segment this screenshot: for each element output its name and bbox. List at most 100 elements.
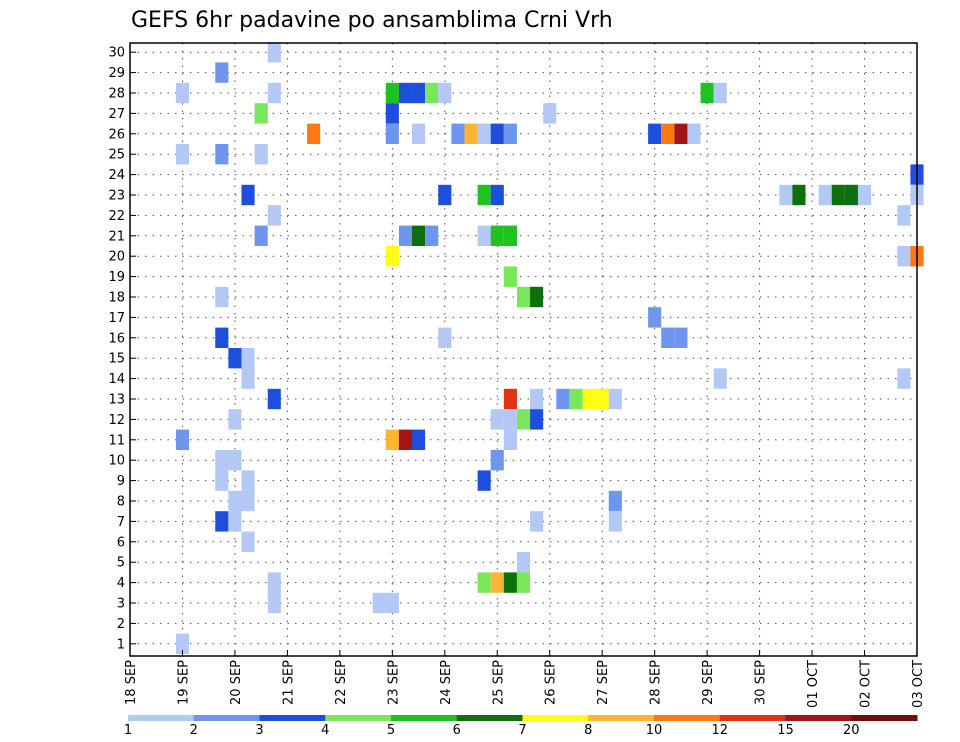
colorbar-label: 4 [321,723,329,738]
heatmap-cell [267,205,281,226]
colorbar-label: 12 [711,723,728,738]
heatmap-cell [267,388,281,410]
heatmap-cell [582,388,596,410]
heatmap-cell [215,327,229,348]
heatmap-cell [254,225,268,246]
y-tick-label: 5 [117,556,125,571]
heatmap-cell [530,286,544,308]
heatmap-cell [530,511,544,532]
heatmap-cell [241,490,255,512]
heatmap-cell [897,205,911,226]
heatmap-cell [307,123,321,144]
x-tick-label: 18 SEP [124,660,139,705]
x-tick-label: 20 SEP [229,660,244,705]
colorbar-label: 20 [843,723,860,738]
colorbar-segment [785,715,852,721]
grid-layer [130,43,917,656]
heatmap-cell [818,184,832,206]
heatmap-cell [175,633,190,654]
heatmap-cell [254,144,268,165]
heatmap-cell [215,470,229,491]
heatmap-cell [490,225,504,246]
heatmap-cells [175,42,924,654]
colorbar-segment [128,715,195,721]
y-tick-label: 1 [117,637,125,652]
heatmap-cell [543,103,557,124]
x-tick-label: 27 SEP [596,660,611,705]
heatmap-cell [385,429,399,450]
heatmap-cell [490,184,504,206]
heatmap-cell [398,429,413,450]
heatmap-cell [228,348,242,369]
heatmap-cell [569,388,583,410]
y-tick-label: 9 [117,474,125,489]
y-tick-label: 11 [108,433,125,448]
y-tick-label: 28 [108,87,125,102]
heatmap-cell [241,470,255,491]
heatmap-cell [215,62,229,83]
y-tick-label: 21 [108,229,125,244]
colorbar-label: 5 [387,723,395,738]
x-tick-label: 02 OCT [859,660,874,708]
x-tick-label: 22 SEP [334,660,349,705]
heatmap-cell [608,388,622,410]
colorbar-segment [719,715,786,721]
heatmap-cell [608,511,622,532]
plot-frame [129,42,918,657]
heatmap-cell [215,286,229,308]
heatmap-cell [438,327,452,348]
y-tick-label: 29 [108,66,125,81]
y-tick-label: 24 [108,168,125,183]
y-tick-label: 17 [108,311,125,326]
heatmap-cell [385,123,399,144]
heatmap-cell [412,123,426,144]
heatmap-cell [215,511,229,532]
heatmap-cell [267,592,281,614]
y-tick-label: 30 [108,46,125,61]
y-tick-label: 10 [108,454,125,469]
heatmap-cell [241,368,255,389]
axis-ticks: 1234567891011121314151617181920212223242… [108,46,926,708]
heatmap-cell [175,429,190,450]
x-tick-label: 28 SEP [649,660,664,705]
heatmap-cell [412,225,426,246]
heatmap-cell [674,123,688,144]
y-tick-label: 2 [117,617,125,632]
x-tick-label: 25 SEP [491,660,506,705]
colorbar-label: 6 [453,723,461,738]
y-tick-label: 12 [108,413,125,428]
heatmap-cell [648,123,662,144]
colorbar-label: 2 [190,723,198,738]
y-tick-label: 22 [108,209,125,224]
heatmap-cell [385,103,399,124]
y-tick-label: 27 [108,107,125,122]
heatmap-cell [267,82,281,104]
heatmap-cell [464,123,478,144]
heatmap-cell [661,327,675,348]
heatmap-cell [595,388,609,410]
heatmap-cell [516,552,531,573]
heatmap-cell [897,246,911,267]
colorbar-segment [391,715,458,721]
colorbar-segment [522,715,589,721]
colorbar-segment [588,715,655,721]
heatmap-cell [451,123,465,144]
heatmap-cell [490,123,504,144]
heatmap-cell [503,225,517,246]
y-tick-label: 6 [117,535,125,550]
heatmap-cell [175,144,190,165]
heatmap-cell [503,572,517,593]
y-tick-label: 20 [108,250,125,265]
y-tick-label: 4 [117,576,125,591]
y-tick-label: 8 [117,495,125,510]
heatmap-cell [530,388,544,410]
heatmap-cell [831,184,845,206]
chart-title: GEFS 6hr padavine po ansamblima Crni Vrh [131,8,613,33]
colorbar-label: 8 [584,723,592,738]
heatmap-cell [713,82,727,104]
heatmap-cell [490,450,504,471]
heatmap-cell [648,307,662,328]
heatmap-cell [503,409,517,430]
x-tick-label: 30 SEP [754,660,769,705]
